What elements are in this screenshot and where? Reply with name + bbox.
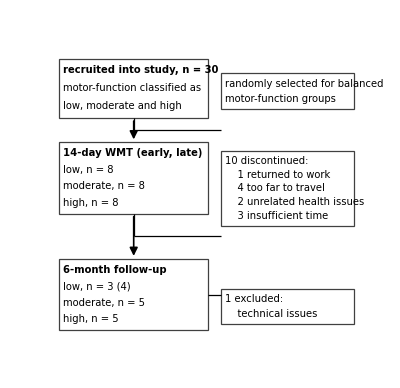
FancyBboxPatch shape bbox=[220, 289, 354, 324]
Text: low, n = 8: low, n = 8 bbox=[63, 165, 114, 175]
Text: 2 unrelated health issues: 2 unrelated health issues bbox=[224, 197, 364, 207]
Text: motor-function classified as: motor-function classified as bbox=[63, 83, 202, 94]
Text: 10 discontinued:: 10 discontinued: bbox=[224, 156, 308, 166]
Text: high, n = 5: high, n = 5 bbox=[63, 314, 119, 324]
Text: high, n = 8: high, n = 8 bbox=[63, 197, 119, 208]
FancyBboxPatch shape bbox=[59, 259, 208, 331]
Text: 3 insufficient time: 3 insufficient time bbox=[224, 211, 328, 221]
Text: 4 too far to travel: 4 too far to travel bbox=[224, 184, 324, 194]
Text: 1 excluded:: 1 excluded: bbox=[224, 294, 283, 304]
Text: motor-function groups: motor-function groups bbox=[224, 94, 336, 104]
Text: 6-month follow-up: 6-month follow-up bbox=[63, 265, 167, 275]
Text: moderate, n = 8: moderate, n = 8 bbox=[63, 181, 145, 191]
Text: 1 returned to work: 1 returned to work bbox=[224, 170, 330, 180]
FancyBboxPatch shape bbox=[59, 142, 208, 214]
Text: randomly selected for balanced: randomly selected for balanced bbox=[224, 79, 383, 89]
FancyBboxPatch shape bbox=[220, 73, 354, 109]
Text: low, moderate and high: low, moderate and high bbox=[63, 101, 182, 111]
Text: technical issues: technical issues bbox=[224, 309, 317, 319]
FancyBboxPatch shape bbox=[220, 151, 354, 226]
FancyBboxPatch shape bbox=[59, 59, 208, 118]
Text: moderate, n = 5: moderate, n = 5 bbox=[63, 298, 145, 308]
Text: low, n = 3 (4): low, n = 3 (4) bbox=[63, 281, 131, 291]
Text: 14-day WMT (early, late): 14-day WMT (early, late) bbox=[63, 148, 203, 158]
Text: recruited into study, n = 30: recruited into study, n = 30 bbox=[63, 66, 219, 75]
